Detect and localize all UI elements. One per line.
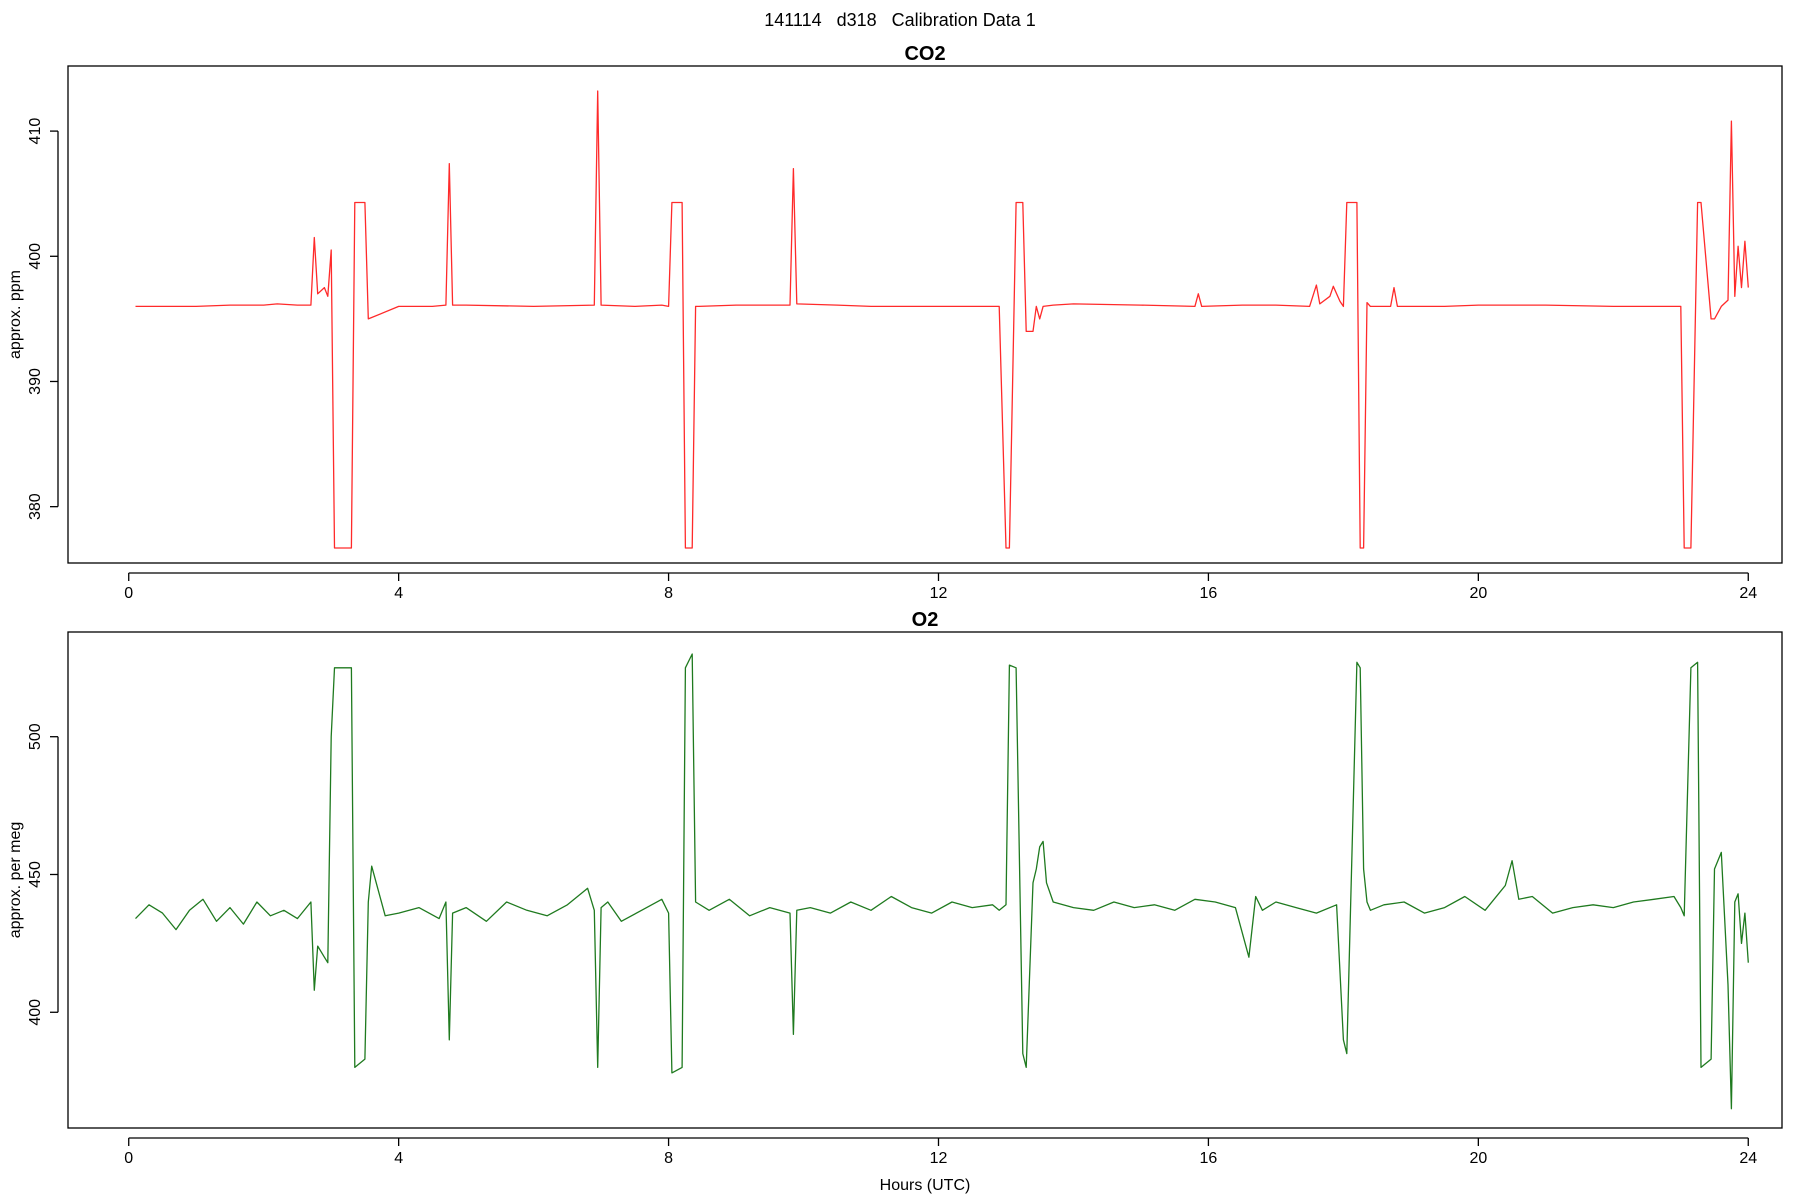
o2-x-axis-label: Hours (UTC) [880, 1177, 971, 1194]
co2-x-tick-label: 8 [664, 585, 673, 602]
o2-panel: O2 0 4 8 12 16 20 24 400 450 500 approx. per meg Hou… [7, 609, 1783, 1194]
figure-title: 141114 d318 Calibration Data 1 [764, 10, 1036, 30]
co2-panel: CO2 0 4 8 12 16 20 24 380 390 400 410 approx. ppm [7, 43, 1783, 602]
o2-y-tick-label: 450 [27, 861, 44, 888]
co2-y-tick-label: 400 [27, 243, 44, 270]
co2-x-tick-label: 24 [1739, 585, 1757, 602]
o2-x-tick-label: 20 [1469, 1150, 1487, 1167]
o2-x-tick-label: 8 [664, 1150, 673, 1167]
co2-y-tick-label: 390 [27, 368, 44, 395]
co2-x-tick-label: 4 [394, 585, 403, 602]
co2-panel-title: CO2 [904, 43, 945, 65]
co2-x-tick-label: 12 [930, 585, 948, 602]
o2-x-tick-label: 16 [1200, 1150, 1218, 1167]
co2-x-tick-label: 20 [1469, 585, 1487, 602]
o2-y-tick-label: 400 [27, 999, 44, 1026]
o2-plot-frame [67, 631, 1783, 1129]
o2-x-tick-label: 24 [1739, 1150, 1757, 1167]
o2-x-tick-label: 0 [124, 1150, 133, 1167]
co2-plot-frame [67, 65, 1783, 564]
o2-y-axis-label: approx. per meg [7, 822, 24, 939]
o2-panel-title: O2 [912, 609, 939, 631]
o2-series-line [135, 653, 1749, 1110]
o2-y-tick-label: 500 [27, 723, 44, 750]
co2-y-tick-label: 410 [27, 118, 44, 145]
o2-x-tick-label: 4 [394, 1150, 403, 1167]
o2-x-tick-label: 12 [930, 1150, 948, 1167]
co2-series-line [135, 90, 1749, 549]
co2-x-tick-label: 16 [1200, 585, 1218, 602]
co2-y-axis-label: approx. ppm [7, 270, 24, 359]
co2-y-tick-label: 380 [27, 493, 44, 520]
co2-x-tick-label: 0 [124, 585, 133, 602]
